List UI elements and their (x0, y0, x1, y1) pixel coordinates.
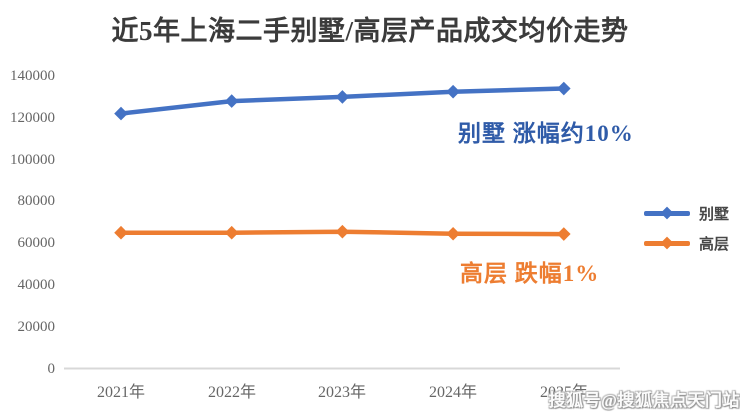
watermark: 搜狐号@搜狐焦点天门站 (548, 391, 740, 410)
legend: 别墅 高层 (644, 198, 729, 258)
data-point-marker (335, 224, 350, 239)
y-tick-label: 20000 (17, 319, 56, 335)
data-point-marker (557, 81, 571, 96)
y-tick-label: 140000 (10, 68, 55, 84)
chart-title: 近5年上海二手别墅/高层产品成交均价走势 (111, 16, 629, 46)
data-point-marker (114, 225, 128, 240)
legend-line-icon (644, 236, 690, 250)
highrise-annotation: 高层 跌幅1% (460, 261, 600, 286)
legend-diamond-icon (660, 236, 674, 250)
legend-item-别墅: 别墅 (644, 198, 729, 228)
villa-annotation: 别墅 涨幅约10% (458, 121, 634, 146)
y-tick-label: 60000 (17, 235, 56, 251)
y-tick-label: 80000 (17, 193, 56, 209)
x-tick-label: 2021年 (96, 384, 145, 401)
legend-diamond-icon (660, 206, 674, 220)
y-tick-label: 0 (47, 361, 56, 377)
y-tick-label: 40000 (17, 277, 56, 293)
y-tick-label: 120000 (10, 110, 55, 126)
data-point-marker (446, 84, 460, 99)
data-point-marker (335, 90, 350, 104)
x-tick-label: 2022年 (207, 384, 256, 401)
data-point-marker (224, 94, 239, 108)
data-point-marker (114, 106, 128, 121)
legend-label: 别墅 (699, 206, 730, 223)
legend-item-高层: 高层 (644, 228, 729, 258)
y-tick-label: 100000 (10, 152, 55, 168)
x-tick-label: 2024年 (428, 384, 477, 401)
x-tick-label: 2023年 (317, 384, 366, 401)
legend-line-icon (644, 206, 690, 220)
data-point-marker (557, 227, 571, 241)
data-point-marker (446, 226, 460, 241)
legend-label: 高层 (699, 236, 730, 253)
x-tick-label: 2025年 (539, 384, 588, 401)
data-point-marker (224, 225, 239, 240)
